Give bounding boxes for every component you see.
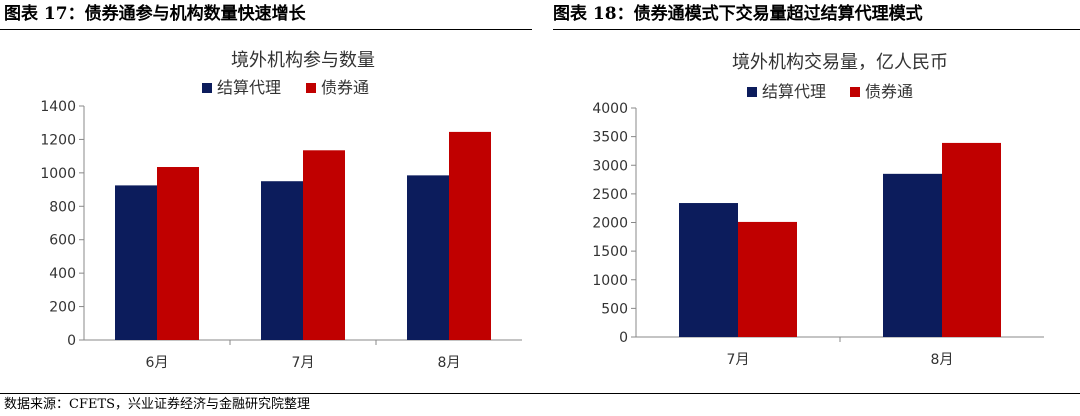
chart-1-legend-label-2: 债券通	[321, 78, 369, 97]
chart-2-y-tick-label-4: 2000	[592, 216, 628, 232]
chart-2-legend-label-2: 债券通	[865, 82, 913, 101]
chart-1-x-tick-label-3: 8月	[438, 355, 461, 371]
footer-divider	[0, 393, 1080, 394]
chart-2-y-tick-label-0: 0	[619, 330, 628, 346]
chart-1-y-tick-label-0: 0	[67, 333, 76, 349]
chart-2-x-tick-label-1: 7月	[727, 352, 750, 368]
chart-2-y-tick-label-1: 500	[601, 301, 628, 317]
chart-2-legend-swatch-2	[850, 87, 860, 97]
chart-1-bar-1-3	[407, 175, 449, 340]
chart-2-title: 境外机构交易量，亿人民币	[732, 52, 948, 73]
figure-18-title: 图表 18：债券通模式下交易量超过结算代理模式	[553, 4, 923, 24]
chart-2-bar-2-1	[738, 221, 797, 337]
chart-2-y-tick-label-7: 3500	[592, 130, 628, 146]
chart-1-legend-swatch-1	[202, 83, 212, 93]
chart-1-bar-2-1	[157, 167, 199, 340]
chart-2-bar-1-2	[883, 173, 942, 337]
chart-1-legend-label-1: 结算代理	[217, 78, 281, 97]
chart-2-bar-1-1	[679, 203, 738, 337]
chart-2-legend-label-1: 结算代理	[762, 82, 826, 101]
chart-2-y-tick-label-5: 2500	[592, 187, 628, 203]
title-divider-left	[0, 29, 532, 30]
chart-2-y-tick-label-8: 4000	[592, 101, 628, 117]
chart-1-legend-swatch-2	[306, 83, 316, 93]
data-source-note: 数据来源：CFETS，兴业证券经济与金融研究院整理	[4, 397, 311, 412]
figure-17-title: 图表 17：债券通参与机构数量快速增长	[4, 4, 306, 24]
chart-2-y-tick-label-3: 1500	[592, 244, 628, 260]
chart-1-y-tick-label-1: 200	[49, 300, 76, 316]
chart-1-bar-2-3	[449, 131, 491, 340]
chart-1-x-tick-label-1: 6月	[146, 355, 169, 371]
chart-2-y-tick-label-6: 3000	[592, 158, 628, 174]
chart-1-y-tick-label-7: 1400	[40, 99, 76, 115]
chart-1-y-tick-label-5: 1000	[40, 166, 76, 182]
title-divider-right	[553, 29, 1080, 30]
chart-1-x-tick-label-2: 7月	[292, 355, 315, 371]
chart-1-bar-1-1	[115, 185, 157, 340]
chart-1-title: 境外机构参与数量	[231, 50, 375, 71]
chart-1-y-tick-label-3: 600	[49, 233, 76, 249]
chart-1-bar-1-2	[261, 181, 303, 340]
chart-1-y-tick-label-4: 800	[49, 199, 76, 215]
chart-1-y-tick-label-6: 1200	[40, 132, 76, 148]
chart-1-bar-2-2	[303, 150, 345, 340]
chart-2-y-tick-label-2: 1000	[592, 273, 628, 289]
chart-2-bar-2-2	[942, 142, 1001, 337]
chart-2-legend-swatch-1	[747, 87, 757, 97]
chart-2-x-tick-label-2: 8月	[931, 352, 954, 368]
chart-1-y-tick-label-2: 400	[49, 266, 76, 282]
